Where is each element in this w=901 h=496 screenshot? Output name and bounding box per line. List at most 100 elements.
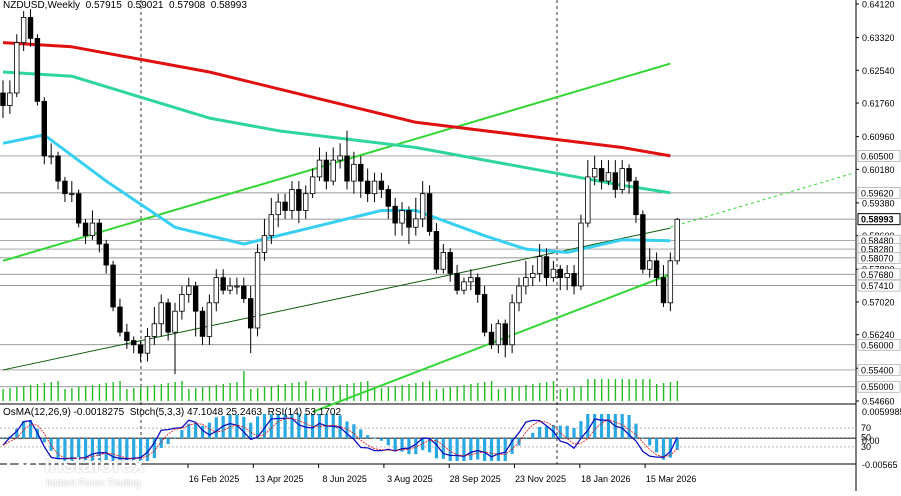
price-level-label-7: 0.57410 (857, 279, 901, 292)
candle-body-44 (303, 193, 309, 211)
volume-bar-30 (208, 386, 211, 401)
price-level-text-5: 0.58070 (861, 253, 894, 263)
volume-bar-48 (332, 386, 335, 401)
volume-bar-83 (573, 387, 575, 401)
candle-body-73 (502, 323, 508, 346)
stoch-tick-label-0: 70 (861, 423, 871, 433)
osma-bar-6 (42, 438, 46, 443)
price-level-box-8 (857, 338, 901, 351)
osma-bar-97 (668, 438, 672, 458)
volume-bar-59 (408, 384, 410, 401)
x-tick-label-1: 13 Apr 2025 (255, 474, 304, 484)
candle-body-15 (103, 243, 109, 266)
candle-body-93 (640, 214, 646, 270)
price-level-text-7: 0.57410 (861, 281, 894, 291)
candle-body-3 (20, 17, 27, 44)
candle-body-80 (550, 268, 557, 279)
volume-bar-4 (29, 385, 32, 401)
volume-bar-33 (229, 383, 231, 401)
price-level-box-5 (857, 252, 901, 264)
candle-body-86 (591, 168, 598, 178)
volume-bar-22 (153, 385, 156, 401)
candle-body-17 (117, 306, 123, 333)
price-level-text-9: 0.55400 (861, 365, 894, 375)
candle-body-39 (268, 214, 275, 237)
osma-bar-14 (97, 438, 101, 461)
volume-bar-19 (133, 388, 135, 401)
volume-bar-55 (380, 388, 383, 401)
price-level-box-6 (857, 268, 901, 281)
moving-average-100 (2, 70, 671, 195)
volume-bar-75 (518, 386, 520, 401)
volume-bar-69 (477, 383, 479, 401)
volume-bar-2 (16, 387, 18, 401)
osma-bar-43 (297, 414, 301, 439)
candle-body-42 (289, 189, 295, 211)
candle-body-56 (385, 189, 391, 207)
volume-bar-6 (43, 383, 46, 401)
osma-bar-54 (372, 437, 377, 439)
osma-bar-45 (311, 414, 315, 439)
candle-body-0 (0, 92, 6, 106)
osma-bar-44 (304, 414, 308, 439)
volume-bar-78 (539, 383, 541, 401)
price-level-text-2: 0.58993 (861, 215, 894, 225)
candle-body-96 (660, 277, 667, 304)
osma-bar-69 (476, 438, 480, 460)
osma-bar-98 (675, 438, 679, 450)
candle-body-63 (433, 231, 440, 270)
candle-body-81 (557, 268, 563, 279)
osma-bar-21 (145, 438, 150, 461)
moving-average-200 (2, 41, 671, 158)
volume-bar-40 (277, 385, 279, 401)
candle-body-53 (364, 180, 371, 195)
osma-bar-37 (255, 416, 260, 439)
osma-bar-58 (400, 438, 404, 452)
y-tick-label-2: 0.62540 (862, 66, 895, 76)
osma-bar-36 (249, 422, 253, 439)
volume-bar-10 (71, 388, 73, 401)
volume-bar-88 (607, 379, 610, 401)
volume-bar-5 (36, 384, 39, 401)
candle-body-61 (419, 193, 426, 220)
volume-bar-72 (497, 389, 500, 401)
candle-body-32 (220, 277, 226, 291)
volume-bar-17 (119, 381, 121, 401)
osma-bar-81 (558, 425, 562, 439)
candle-body-36 (247, 298, 254, 329)
volume-bar-50 (346, 384, 348, 401)
trend-extension-line (670, 172, 856, 228)
low-value: 0.57908 (169, 0, 206, 11)
price-level-label-10: 0.55000 (857, 380, 901, 393)
channel-top-line (2, 62, 671, 262)
osma-bar-17 (118, 438, 122, 461)
volume-bar-71 (490, 381, 493, 401)
osma-bar-61 (421, 438, 425, 451)
volume-bar-8 (57, 381, 59, 401)
candle-body-11 (75, 193, 82, 224)
osma-bar-55 (379, 438, 383, 441)
osma-bar-38 (262, 414, 267, 439)
osma-bar-70 (483, 438, 487, 461)
y-tick-label-0: 0.64120 (862, 0, 895, 10)
osma-bar-22 (152, 438, 156, 459)
osma-bar-41 (283, 414, 287, 439)
volume-bar-56 (387, 387, 390, 401)
candle-body-50 (344, 155, 350, 182)
osma-bar-66 (455, 438, 459, 461)
osma-bar-40 (276, 414, 280, 439)
volume-bar-35 (243, 371, 245, 401)
osma-bar-51 (352, 424, 356, 439)
candle-body-38 (261, 235, 268, 253)
osma-bar-84 (579, 421, 583, 439)
volume-bar-37 (256, 388, 259, 401)
osma-bar-26 (180, 430, 184, 439)
stoch-signal-line (2, 417, 678, 459)
osma-bar-11 (77, 438, 81, 461)
candle-body-48 (330, 159, 336, 182)
osma-bar-29 (200, 425, 205, 439)
candle-body-60 (413, 218, 419, 228)
candle-body-19 (131, 340, 137, 346)
candle-body-66 (454, 273, 460, 291)
